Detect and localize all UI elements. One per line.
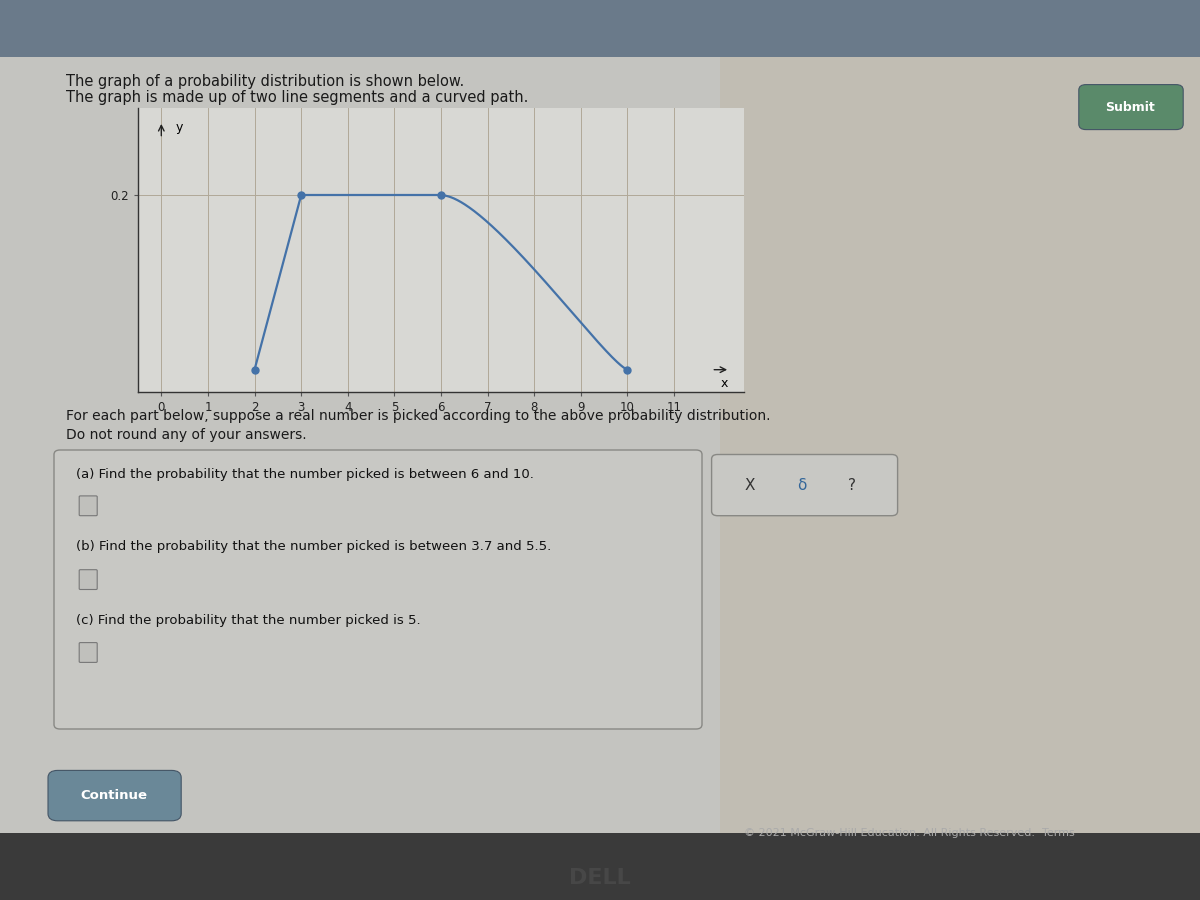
FancyBboxPatch shape (54, 450, 702, 729)
FancyBboxPatch shape (79, 496, 97, 516)
Text: δ: δ (797, 478, 806, 492)
Text: y: y (175, 122, 182, 134)
Text: The graph is made up of two line segments and a curved path.: The graph is made up of two line segment… (66, 90, 528, 105)
FancyBboxPatch shape (48, 770, 181, 821)
Text: x: x (721, 377, 728, 390)
Text: (b) Find the probability that the number picked is between 3.7 and 5.5.: (b) Find the probability that the number… (76, 540, 551, 553)
FancyBboxPatch shape (712, 454, 898, 516)
Text: ?: ? (848, 478, 856, 492)
Text: Submit: Submit (1105, 101, 1156, 113)
Text: (c) Find the probability that the number picked is 5.: (c) Find the probability that the number… (76, 614, 420, 626)
Bar (720, 57, 1200, 833)
Text: Continue: Continue (80, 789, 148, 802)
FancyBboxPatch shape (79, 570, 97, 590)
Text: X: X (745, 478, 755, 492)
Bar (0, 0, 1200, 58)
FancyBboxPatch shape (79, 643, 97, 662)
Text: For each part below, suppose a real number is picked according to the above prob: For each part below, suppose a real numb… (66, 410, 770, 424)
Text: (a) Find the probability that the number picked is between 6 and 10.: (a) Find the probability that the number… (76, 468, 534, 481)
Text: © 2021 McGraw-Hill Education. All Rights Reserved.  Terms: © 2021 McGraw-Hill Education. All Rights… (744, 828, 1075, 838)
FancyBboxPatch shape (1079, 85, 1183, 130)
Text: DELL: DELL (569, 868, 631, 887)
Bar (0, 57, 1200, 833)
Text: Do not round any of your answers.: Do not round any of your answers. (66, 428, 307, 442)
Text: The graph of a probability distribution is shown below.: The graph of a probability distribution … (66, 74, 464, 89)
Bar (0, 832, 1200, 900)
